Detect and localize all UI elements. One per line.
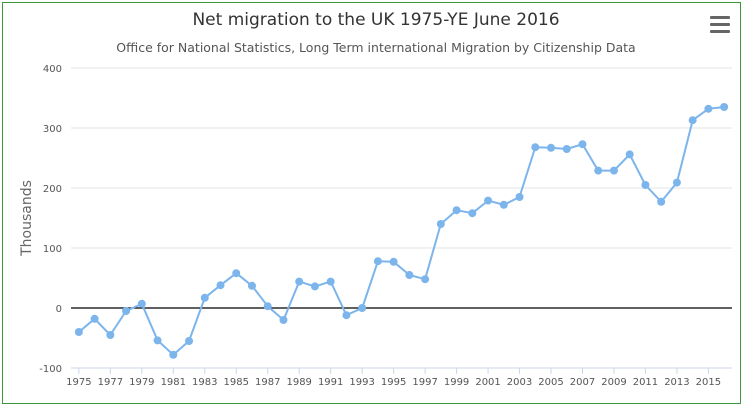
y-tick-label: -100 xyxy=(39,364,62,375)
chart-title: Net migration to the UK 1975-YE June 201… xyxy=(192,10,560,30)
x-tick-label: 2003 xyxy=(507,377,532,388)
data-point[interactable] xyxy=(74,328,83,336)
chart-subtitle: Office for National Statistics, Long Ter… xyxy=(116,40,636,55)
data-point[interactable] xyxy=(609,166,618,175)
data-point[interactable] xyxy=(169,350,178,359)
x-tick-label: 1983 xyxy=(192,377,217,388)
data-point[interactable] xyxy=(185,337,194,345)
x-tick-label: 2015 xyxy=(696,377,721,388)
hamburger-menu-icon[interactable] xyxy=(710,16,730,34)
data-point[interactable] xyxy=(688,116,697,125)
data-point[interactable] xyxy=(657,197,666,206)
data-point[interactable] xyxy=(547,143,556,152)
y-tick-label: 400 xyxy=(43,64,62,75)
data-point[interactable] xyxy=(452,206,461,215)
x-tick-label: 1981 xyxy=(161,377,186,388)
y-tick-label: 100 xyxy=(43,244,62,255)
x-tick-label: 1987 xyxy=(255,377,280,388)
x-tick-label: 2009 xyxy=(601,377,626,388)
data-point[interactable] xyxy=(373,257,382,266)
data-point[interactable] xyxy=(106,331,115,339)
data-point[interactable] xyxy=(421,275,430,284)
x-tick-label: 2013 xyxy=(664,377,689,388)
y-axis-label: Thousands xyxy=(19,180,35,257)
data-point[interactable] xyxy=(720,103,729,111)
x-tick-label: 1977 xyxy=(98,377,123,388)
data-point[interactable] xyxy=(153,336,162,345)
data-point[interactable] xyxy=(704,104,713,113)
x-tick-label: 1985 xyxy=(224,377,249,388)
data-point[interactable] xyxy=(672,178,681,187)
data-point[interactable] xyxy=(295,277,304,286)
data-point[interactable] xyxy=(499,200,508,209)
data-point[interactable] xyxy=(200,293,209,302)
x-tick-label: 1989 xyxy=(286,377,311,388)
x-tick-label: 2005 xyxy=(538,377,563,388)
data-point[interactable] xyxy=(405,271,414,279)
data-point[interactable] xyxy=(122,307,131,315)
data-point[interactable] xyxy=(625,150,634,159)
data-point[interactable] xyxy=(562,145,571,153)
series-line xyxy=(78,106,725,356)
data-point[interactable] xyxy=(232,269,241,278)
y-tick-label: 300 xyxy=(43,124,62,135)
x-tick-label: 1993 xyxy=(349,377,374,388)
data-point[interactable] xyxy=(310,282,319,291)
x-tick-label: 1995 xyxy=(381,377,406,388)
x-tick-label: 2007 xyxy=(570,377,595,388)
x-tick-label: 1979 xyxy=(129,377,154,388)
data-point[interactable] xyxy=(326,277,335,286)
y-tick-label: 200 xyxy=(43,184,62,195)
data-point[interactable] xyxy=(247,281,256,290)
data-point[interactable] xyxy=(515,193,524,201)
data-point[interactable] xyxy=(358,304,367,312)
data-point[interactable] xyxy=(641,181,650,189)
x-tick-label: 1999 xyxy=(444,377,469,388)
y-tick-label: 0 xyxy=(56,304,62,315)
data-point[interactable] xyxy=(279,316,288,324)
x-tick-label: 1975 xyxy=(66,377,91,388)
x-tick-label: 2001 xyxy=(475,377,500,388)
x-tick-label: 1991 xyxy=(318,377,343,388)
data-point[interactable] xyxy=(484,196,493,205)
data-point[interactable] xyxy=(468,209,477,218)
data-point[interactable] xyxy=(578,140,587,149)
data-point[interactable] xyxy=(531,143,540,152)
data-point[interactable] xyxy=(436,220,445,228)
x-tick-label: 2011 xyxy=(633,377,658,388)
data-point[interactable] xyxy=(389,257,398,266)
data-point[interactable] xyxy=(216,281,225,290)
data-point[interactable] xyxy=(263,302,272,311)
data-point[interactable] xyxy=(594,166,603,175)
x-tick-label: 1997 xyxy=(412,377,437,388)
data-point[interactable] xyxy=(342,311,351,320)
data-point[interactable] xyxy=(137,299,146,308)
data-point[interactable] xyxy=(90,314,99,323)
chart-frame xyxy=(2,2,741,404)
